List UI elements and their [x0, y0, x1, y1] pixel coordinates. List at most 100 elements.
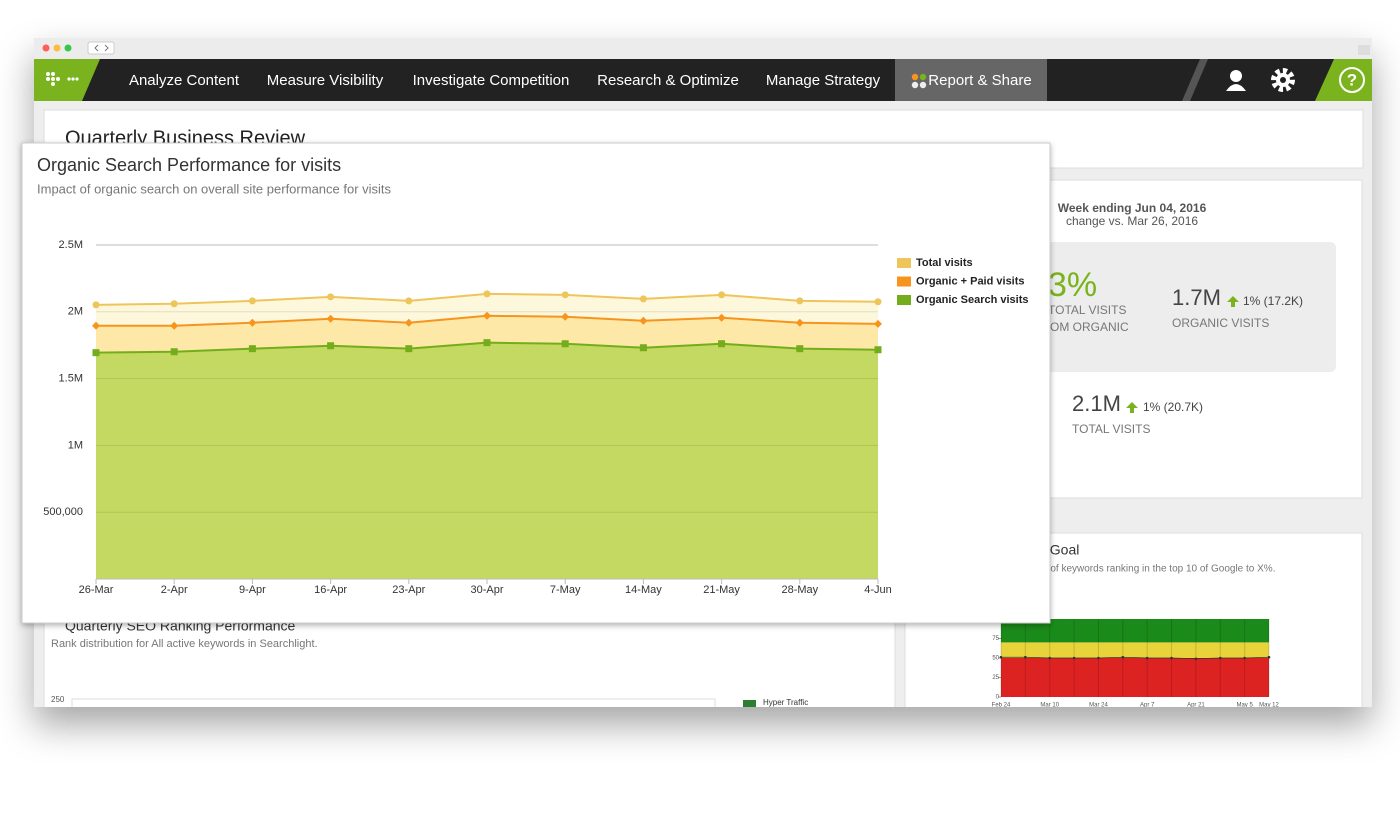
- nav-item[interactable]: Manage Strategy: [766, 72, 881, 89]
- legend-swatch: [897, 258, 911, 268]
- new-tab[interactable]: [1358, 45, 1370, 55]
- ranking-tick: 250: [51, 695, 65, 704]
- y-tick-label: 2M: [68, 306, 83, 318]
- x-tick-label: 9-Apr: [239, 584, 266, 596]
- nav-item[interactable]: Investigate Competition: [413, 72, 570, 89]
- marker: [1218, 656, 1222, 660]
- nav-item[interactable]: Analyze Content: [129, 72, 240, 89]
- y-tick-label: 2.5M: [59, 239, 83, 251]
- band: [1001, 658, 1269, 697]
- goal-subtitle: e of keywords ranking in the top 10 of G…: [1042, 564, 1275, 575]
- marker: [92, 301, 100, 309]
- marker: [1024, 655, 1027, 659]
- marker: [717, 313, 726, 322]
- marker: [1170, 656, 1173, 660]
- marker: [92, 349, 100, 357]
- help-icon[interactable]: [1339, 67, 1365, 93]
- user-icon[interactable]: [1226, 70, 1246, 91]
- kpi-box: [1040, 242, 1336, 372]
- x-tick-label: 2-Apr: [161, 584, 188, 596]
- nav-buttons[interactable]: [87, 41, 115, 55]
- ranking-plot: [71, 698, 716, 707]
- x-tick-label: 16-Apr: [314, 584, 347, 596]
- x-tick-label: 21-May: [703, 584, 740, 596]
- goal-title: f Goal: [1042, 542, 1079, 558]
- marker: [92, 321, 100, 330]
- settings-icon[interactable]: [1271, 68, 1295, 92]
- marker: [561, 291, 569, 299]
- main-chart: 500,000 1M 1.5M 2M 2.5M 26-Mar 2-Apr 9-Apr 16-Ap…: [43, 239, 1028, 596]
- y-tick-label: 1.5M: [59, 373, 83, 385]
- zoom-button[interactable]: [64, 44, 72, 52]
- marker: [561, 340, 569, 348]
- x-tick-label: May 5: [1236, 703, 1253, 709]
- x-tick-label: 7-May: [550, 584, 581, 596]
- marker: [483, 311, 491, 320]
- band: [1001, 642, 1269, 658]
- marker: [170, 300, 178, 308]
- kpi-organic-label: ORGANIC VISITS: [1172, 316, 1269, 330]
- legend-swatch: [743, 700, 756, 707]
- nav-item[interactable]: Research & Optimize: [597, 72, 739, 89]
- kpis: Week ending Jun 04, 2016 change vs. Mar …: [1048, 201, 1303, 436]
- y-tick-label: 1M: [68, 439, 83, 451]
- ranking-subtitle: Rank distribution for All active keyword…: [51, 638, 318, 650]
- ranking-legend: Hyper Traffic: [763, 698, 808, 707]
- legend-swatch: [897, 295, 911, 305]
- marker: [405, 345, 413, 353]
- logo-mark: [46, 72, 79, 86]
- logo[interactable]: [34, 59, 100, 101]
- marker: [405, 297, 413, 305]
- kpi-organic-change: 1% (17.2K): [1243, 294, 1303, 308]
- x-tick-label: 23-Apr: [392, 584, 425, 596]
- marker: [1048, 656, 1052, 660]
- kpi-share-label: TOTAL VISITS: [1048, 303, 1126, 317]
- kpi-total-value: 2.1M: [1072, 391, 1121, 416]
- marker: [874, 298, 882, 306]
- y-tick-label: 0: [996, 695, 1000, 701]
- marker: [1267, 655, 1271, 659]
- lower-texts: Quarterly SEO Ranking Performance Rank d…: [51, 542, 1279, 709]
- x-tick-label: Feb 24: [992, 703, 1011, 709]
- marker: [248, 318, 257, 327]
- goal-chart: 0 25 50 75 Feb 24 Mar 10 Mar 24 Apr 7 Apr 21 May …: [992, 619, 1279, 709]
- kpi-total-change: 1% (20.7K): [1143, 400, 1203, 414]
- kpi-week: Week ending Jun 04, 2016: [1058, 201, 1207, 215]
- nav-items: Analyze Content Measure Visibility Investi…: [129, 72, 1032, 89]
- close-button[interactable]: [42, 44, 50, 52]
- marker: [1243, 656, 1246, 660]
- marker: [326, 314, 335, 323]
- minimize-button[interactable]: [53, 44, 61, 52]
- legend-label: Total visits: [916, 257, 973, 269]
- report-icon: [911, 73, 927, 89]
- x-tick-label: Mar 24: [1089, 703, 1108, 709]
- band: [1001, 619, 1269, 643]
- y-tick-label: 50: [992, 656, 999, 662]
- marker: [1097, 656, 1100, 660]
- marker: [718, 291, 726, 299]
- title-bar: [34, 38, 1372, 59]
- y-tick-label: 500,000: [43, 506, 83, 518]
- marker: [170, 348, 178, 356]
- x-tick-label: 28-May: [781, 584, 818, 596]
- marker: [796, 297, 804, 305]
- marker: [1145, 656, 1149, 660]
- x-tick-label: 30-Apr: [470, 584, 503, 596]
- marker: [483, 290, 491, 298]
- nav-bar: [34, 59, 1372, 101]
- x-tick-label: Apr 7: [1140, 703, 1155, 709]
- x-tick-label: 26-Mar: [79, 584, 114, 596]
- marker: [1121, 655, 1125, 659]
- nav-item[interactable]: Measure Visibility: [267, 72, 384, 89]
- nav-item[interactable]: Report & Share: [928, 72, 1031, 89]
- marker: [1194, 657, 1198, 661]
- kpi-share-label: OM ORGANIC: [1050, 320, 1129, 334]
- x-tick-label: 14-May: [625, 584, 662, 596]
- kpi-total-label: TOTAL VISITS: [1072, 422, 1150, 436]
- legend-swatch: [897, 276, 911, 287]
- marker: [718, 340, 726, 348]
- legend-label: Organic Search visits: [916, 294, 1029, 306]
- x-tick-label: Mar 10: [1040, 703, 1059, 709]
- marker: [639, 316, 648, 325]
